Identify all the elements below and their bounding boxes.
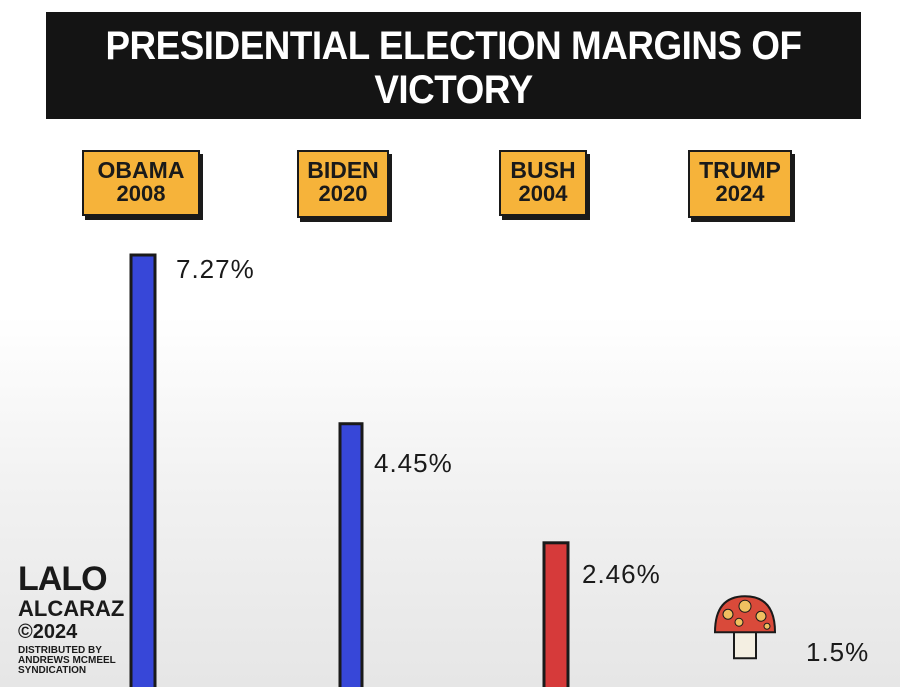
category-name: OBAMA <box>97 157 185 183</box>
bar-obama <box>129 253 157 687</box>
bar-bush <box>542 541 570 687</box>
data-label-bush: 2.46% <box>582 559 661 589</box>
signature-syndication: SYNDICATION <box>18 665 87 676</box>
category-name: BIDEN <box>307 157 379 183</box>
signature-distributed: DISTRIBUTED BY ANDREWS MCMEEL <box>18 645 116 666</box>
category-year: 2020 <box>318 181 368 206</box>
category-name: BUSH <box>510 157 576 183</box>
signature-last: ALCARAZ <box>18 596 125 621</box>
category-name: TRUMP <box>699 157 781 183</box>
category-year: 2024 <box>715 181 765 206</box>
category-year: 2004 <box>518 181 568 206</box>
artist-signature: LALO ALCARAZ ©2024 DISTRIBUTED BY ANDREW… <box>18 562 128 676</box>
data-label-biden: 4.45% <box>374 448 453 478</box>
signature-copyright: ©2024 <box>18 621 78 643</box>
data-label-trump: 1.5% <box>806 637 870 667</box>
category-year: 2008 <box>116 181 166 206</box>
chart-title: PRESIDENTIAL ELECTION MARGINS OF VICTORY <box>105 24 802 112</box>
title-banner: PRESIDENTIAL ELECTION MARGINS OF VICTORY… <box>46 12 861 146</box>
mushroom-icon <box>713 595 777 660</box>
category-label-trump: TRUMP 2024 <box>688 150 792 218</box>
category-label-obama: OBAMA 2008 <box>82 150 200 216</box>
data-label-obama: 7.27% <box>176 254 255 284</box>
category-label-biden: BIDEN 2020 <box>297 150 389 218</box>
bar-biden <box>338 422 364 687</box>
category-label-bush: BUSH 2004 <box>499 150 587 216</box>
signature-first: LALO <box>18 560 108 598</box>
chart-subtitle: (IN OTHER WORDS, IS IT REALLY A MANDATE?… <box>155 115 752 146</box>
